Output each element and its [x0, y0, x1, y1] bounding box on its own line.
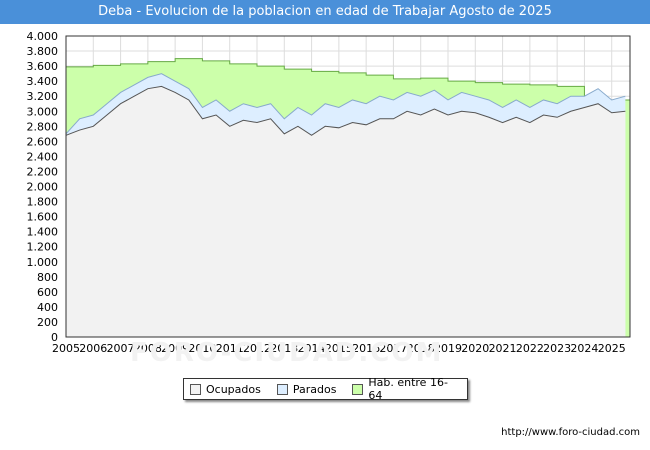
x-tick-label: 2017 — [379, 342, 407, 355]
y-tick-label: 200 — [37, 316, 58, 329]
y-tick-label: 3.400 — [27, 75, 59, 88]
y-tick-label: 800 — [37, 271, 58, 284]
y-tick-label: 1.600 — [27, 211, 59, 224]
y-tick-label: 2.600 — [27, 135, 59, 148]
x-tick-label: 2021 — [489, 342, 517, 355]
chart-title: Deba - Evolucion de la poblacion en edad… — [0, 0, 650, 24]
legend-label-hab: Hab. entre 16-64 — [368, 376, 448, 402]
y-tick-label: 2.000 — [27, 181, 59, 194]
y-tick-label: 0 — [51, 331, 58, 344]
x-tick-label: 2012 — [243, 342, 271, 355]
legend-item-ocupados: Ocupados — [190, 383, 261, 396]
y-tick-label: 3.800 — [27, 45, 59, 58]
x-tick-label: 2023 — [543, 342, 571, 355]
x-tick-label: 2018 — [407, 342, 435, 355]
legend-label-ocupados: Ocupados — [206, 382, 261, 396]
x-tick-label: 2009 — [161, 342, 189, 355]
plot-frame — [65, 35, 631, 338]
legend-swatch-hab — [352, 383, 364, 395]
chart-legend: Ocupados Parados Hab. entre 16-64 — [183, 376, 468, 402]
legend-item-hab: Hab. entre 16-64 — [352, 376, 461, 402]
x-tick-label: 2016 — [352, 342, 380, 355]
axes: 0 200 400 600 800 1.000 1.200 1.400 1.600 1.800 2.… — [27, 30, 631, 355]
y-tick-label: 400 — [37, 301, 58, 314]
y-tick-label: 2.800 — [27, 120, 59, 133]
x-tick-label: 2010 — [188, 342, 216, 355]
x-tick-label: 2022 — [516, 342, 544, 355]
y-tick-label: 1.800 — [27, 196, 59, 209]
x-tick-label: 2013 — [270, 342, 298, 355]
legend-swatch-parados — [276, 383, 288, 395]
y-tick-label: 1.200 — [27, 241, 59, 254]
series-areas — [65, 58, 631, 338]
y-tick-label: 600 — [37, 286, 58, 299]
y-tick-label: 2.200 — [27, 165, 59, 178]
legend-label-parados: Parados — [292, 382, 337, 396]
ocupados-area — [66, 86, 626, 337]
x-tick-label: 2007 — [107, 342, 135, 355]
x-tick-label: 2011 — [216, 342, 244, 355]
legend-item-parados: Parados — [276, 382, 337, 396]
source-link[interactable]: http://www.foro-ciudad.com — [501, 427, 640, 438]
y-tick-label: 3.000 — [27, 105, 59, 118]
x-tick-label: 2024 — [570, 342, 598, 355]
x-tick-label: 2008 — [134, 342, 162, 355]
ocupados-line — [65, 85, 626, 136]
x-tick-label: 2014 — [298, 342, 326, 355]
x-tick-label: 2025 — [598, 342, 626, 355]
legend-swatch-ocupados — [190, 383, 201, 395]
y-tick-label: 2.400 — [27, 150, 59, 163]
y-tick-label: 1.400 — [27, 226, 59, 239]
x-tick-label: 2005 — [52, 342, 80, 355]
x-tick-label: 2006 — [79, 342, 107, 355]
x-tick-label: 2015 — [325, 342, 353, 355]
watermark: FORO-CIUDAD.COM — [130, 338, 444, 368]
y-tick-label: 1.000 — [27, 256, 59, 269]
x-tick-label: 2020 — [461, 342, 489, 355]
x-tick-label: 2019 — [434, 342, 462, 355]
y-tick-label: 3.600 — [27, 60, 59, 73]
y-tick-label: 4.000 — [27, 30, 59, 43]
parados-line — [65, 73, 626, 135]
y-tick-label: 3.200 — [27, 90, 59, 103]
